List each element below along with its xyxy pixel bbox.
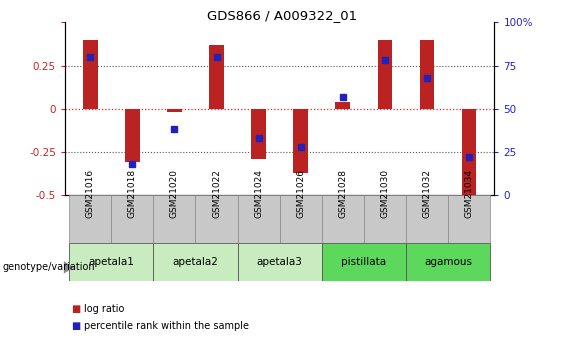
Text: GSM21016: GSM21016 — [86, 169, 95, 218]
Text: GSM21034: GSM21034 — [464, 169, 473, 218]
Bar — [336, 102, 350, 109]
Bar — [251, 109, 266, 159]
Bar — [364, 195, 406, 243]
Text: GSM21026: GSM21026 — [296, 169, 305, 218]
Bar — [167, 109, 182, 112]
Text: agamous: agamous — [424, 257, 472, 267]
Text: apetala2: apetala2 — [172, 257, 219, 267]
Text: GSM21020: GSM21020 — [170, 169, 179, 218]
Bar — [153, 243, 237, 281]
Text: ■: ■ — [71, 321, 80, 331]
Text: genotype/variation: genotype/variation — [3, 263, 95, 272]
Text: pistillata: pistillata — [341, 257, 386, 267]
Text: apetala1: apetala1 — [88, 257, 134, 267]
Polygon shape — [64, 261, 74, 274]
Text: GSM21030: GSM21030 — [380, 169, 389, 218]
Text: apetala3: apetala3 — [257, 257, 303, 267]
Text: GSM21024: GSM21024 — [254, 169, 263, 218]
Bar — [125, 109, 140, 162]
Bar — [195, 195, 237, 243]
Bar — [462, 109, 476, 198]
Bar — [83, 40, 98, 109]
Bar — [406, 195, 448, 243]
Bar — [237, 243, 322, 281]
Bar — [377, 40, 392, 109]
Bar — [209, 45, 224, 109]
Bar — [69, 243, 153, 281]
Text: GDS866 / A009322_01: GDS866 / A009322_01 — [207, 9, 358, 22]
Text: ■: ■ — [71, 304, 80, 314]
Text: GSM21032: GSM21032 — [423, 169, 432, 218]
Bar — [406, 243, 490, 281]
Text: percentile rank within the sample: percentile rank within the sample — [84, 321, 249, 331]
Text: log ratio: log ratio — [84, 304, 124, 314]
Bar — [322, 243, 406, 281]
Bar — [322, 195, 364, 243]
Text: GSM21018: GSM21018 — [128, 169, 137, 218]
Bar — [153, 195, 195, 243]
Bar — [111, 195, 153, 243]
Bar — [69, 195, 111, 243]
Text: GSM21028: GSM21028 — [338, 169, 347, 218]
Bar — [293, 109, 308, 172]
Bar — [420, 40, 434, 109]
Text: GSM21022: GSM21022 — [212, 169, 221, 218]
Bar — [280, 195, 322, 243]
Bar — [237, 195, 280, 243]
Bar — [448, 195, 490, 243]
